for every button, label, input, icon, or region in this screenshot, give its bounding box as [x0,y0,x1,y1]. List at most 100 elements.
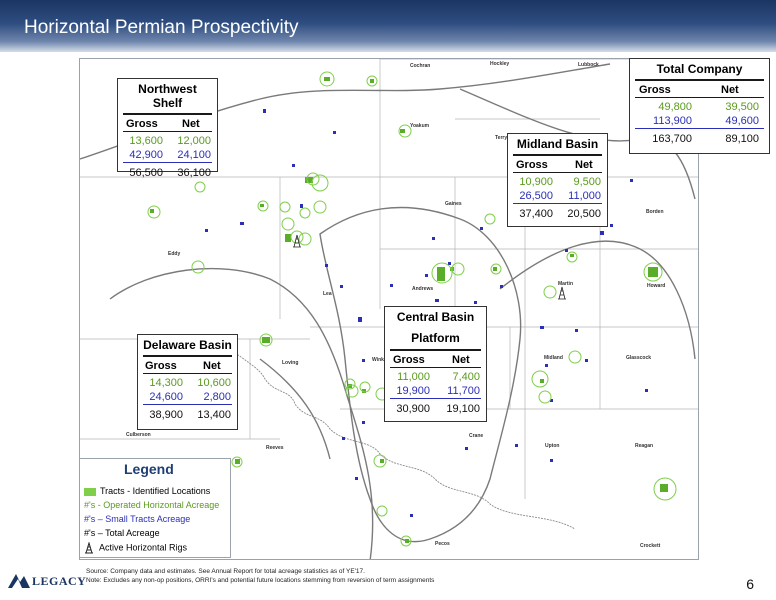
footer-source: Source: Company data and estimates. See … [86,568,365,575]
small-gross: 42,900 [129,149,163,161]
small-tracts-row: 24,600 2,800 [143,391,232,405]
legend-title: Legend [124,461,174,477]
total-row: 37,400 20,500 [508,208,607,222]
county-label: Hockley [490,61,510,67]
legend-operated: #'s - Operated Horizontal Acreage [84,500,220,510]
net-header: Net [575,159,593,171]
slide-title: Horizontal Permian Prospectivity [24,17,299,38]
net-header: Net [182,118,200,130]
operated-gross: 13,600 [129,135,163,147]
map-legend: Legend Tracts - Identified Locations #'s… [79,458,231,558]
legend-rigs: Active Horizontal Rigs [84,541,188,554]
operated-gross: 49,800 [658,101,692,113]
legend-total: #'s – Total Acreage [84,528,160,538]
county-label: Eddy [168,251,181,257]
company-logo: LEGACY [6,570,86,592]
county-label: Culberson [126,432,151,438]
small-tracts-row: 26,500 11,000 [513,190,602,204]
footer-note: Note: Excludes any non-op positions, ORR… [86,577,435,584]
total-row: 38,900 13,400 [138,409,237,423]
logo-icon [8,574,30,588]
operated-net: 9,500 [573,176,601,188]
gross-header: Gross [393,354,425,366]
operated-net: 7,400 [452,371,480,383]
small-net: 11,700 [447,385,480,397]
total-net: 19,100 [446,403,480,415]
rig-icon [85,541,93,554]
total-gross: 30,900 [396,403,430,415]
box-title-line1: Central Basin [396,310,475,324]
tract-swatch-icon [84,487,96,496]
net-header: Net [203,360,221,372]
column-headers: Gross Net [513,156,602,173]
total-company-box: Total Company Gross Net 49,800 39,500 11… [629,58,770,154]
small-tracts-row: 113,900 49,600 [635,115,764,129]
county-label: Midland [544,355,563,361]
page-number: 6 [746,576,754,592]
operated-row: 13,600 12,000 [118,135,217,149]
small-net: 49,600 [725,115,759,127]
column-headers: Gross Net [143,357,232,374]
county-label: Terry [495,135,508,141]
small-gross: 26,500 [519,190,553,202]
total-gross: 163,700 [652,133,692,145]
gross-header: Gross [145,360,177,372]
net-header: Net [452,354,470,366]
county-label: Cochran [410,63,431,69]
total-net: 89,100 [725,133,759,145]
box-title: Midland Basin [513,134,602,156]
county-label: Crane [469,433,484,439]
operated-net: 12,000 [177,135,211,147]
county-label: Lubbock [578,62,599,68]
operated-net: 39,500 [725,101,759,113]
column-headers: Gross Net [390,351,481,368]
logo-text: LEGACY [32,574,87,588]
title-bar: Horizontal Permian Prospectivity [0,0,776,52]
total-net: 36,100 [177,167,211,179]
gross-header: Gross [516,159,548,171]
county-label: Martin [558,281,573,287]
box-title: Northwest Shelf [123,79,212,115]
small-gross: 19,900 [396,385,430,397]
total-row: 56,500 36,100 [118,167,217,181]
net-header: Net [721,84,739,96]
small-gross: 113,900 [653,115,692,127]
total-gross: 56,500 [129,167,163,179]
total-net: 13,400 [197,409,231,421]
legend-tracts: Tracts - Identified Locations [84,486,210,496]
operated-net: 10,600 [197,377,231,389]
county-label: Lea [323,291,332,297]
delaware-basin-box: Delaware Basin Gross Net 14,300 10,600 2… [137,334,238,430]
county-label: Reeves [266,445,284,451]
total-row: 30,900 19,100 [385,403,486,417]
operated-row: 14,300 10,600 [138,377,237,391]
legend-small: #'s – Small Tracts Acreage [84,514,191,524]
gross-header: Gross [639,84,671,96]
operated-row: 11,000 7,400 [385,371,486,385]
legend-tracts-label: Tracts - Identified Locations [100,486,211,496]
legend-rigs-label: Active Horizontal Rigs [99,542,188,553]
small-tracts-row: 42,900 24,100 [123,149,212,163]
box-title: Total Company [635,59,764,81]
county-label: Gaines [445,201,462,207]
box-title-line2: Platform [411,331,460,345]
small-tracts-row: 19,900 11,700 [390,385,481,399]
gross-header: Gross [126,118,158,130]
county-label: Reagan [635,443,654,449]
county-label: Borden [646,209,664,215]
small-net: 24,100 [177,149,211,161]
central-basin-platform-box: Central Basin Platform Gross Net 11,000 … [384,306,487,422]
county-label: Yoakum [410,123,430,129]
column-headers: Gross Net [123,115,212,132]
small-gross: 24,600 [149,391,183,403]
county-label: Crockett [640,543,661,549]
northwest-shelf-box: Northwest Shelf Gross Net 13,600 12,000 … [117,78,218,179]
total-gross: 38,900 [149,409,183,421]
total-row: 163,700 89,100 [630,133,769,147]
small-net: 11,000 [568,190,601,202]
operated-gross: 11,000 [397,371,430,383]
county-label: Andrews [412,286,434,292]
operated-gross: 10,900 [519,176,553,188]
county-label: Glasscock [626,355,652,361]
county-label: Winkler [372,357,391,363]
